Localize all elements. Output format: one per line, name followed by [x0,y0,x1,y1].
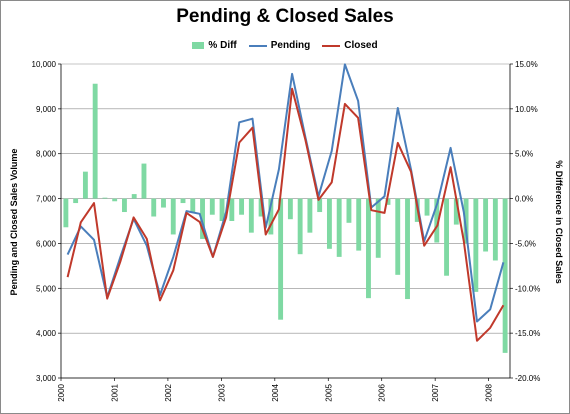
bar-diff [151,198,157,217]
bar-diff [287,198,293,220]
x-tick-label: 2004 [271,383,280,401]
bar-diff [492,198,498,261]
bar-diff [209,198,215,215]
bar-diff [112,198,118,202]
legend-item-closed: Closed [322,40,378,51]
bar-diff [434,198,440,243]
bar-diff [63,198,69,228]
bar-diff [463,198,469,244]
y-tick-label-right: 5.0% [515,150,533,159]
line-closed [66,87,505,342]
legend-item-diff: % Diff [192,40,237,51]
x-tick-label: 2005 [324,383,333,401]
bar-diff [395,198,401,275]
bar-diff [336,198,342,257]
y-tick-label-right: 15.0% [515,60,538,69]
legend-swatch-closed [322,44,341,47]
bar-diff [473,198,479,292]
x-tick-label: 2000 [57,383,66,401]
bar-diff [161,198,166,208]
bar-diff [405,198,410,300]
bar-diff [346,198,352,223]
y-tick-label-left: 7,000 [36,195,57,204]
y-tick-label-right: -15.0% [515,329,540,338]
bar-diff [278,198,284,320]
y-axis-title-left: Pending and Closed Sales Volume [9,149,19,296]
bar-diff [92,83,98,199]
bar-diff [219,198,225,221]
bar-diff [190,198,196,213]
line-series [66,63,505,342]
bar-diff [317,198,323,213]
legend-swatch-diff [192,42,205,49]
line-pending [66,63,505,323]
y-axis-title-right: % Difference in Closed Sales [554,160,564,284]
bar-diff [248,198,254,233]
bar-diff [483,198,489,252]
bar-diff [297,198,303,255]
bar-diff [356,198,362,251]
bar-diff [307,198,313,233]
bar-series-diff [63,83,508,353]
bar-diff [122,198,127,213]
y-tick-label-left: 8,000 [36,150,57,159]
y-tick-label-right: 0.0% [515,195,533,204]
bar-diff [131,194,137,199]
bar-diff [102,197,108,199]
y-tick-label-left: 10,000 [32,60,57,69]
bar-diff [180,198,186,204]
legend-label-diff: % Diff [208,40,237,51]
x-tick-label: 2006 [378,383,387,401]
x-tick-label: 2002 [164,383,173,401]
bar-diff [502,198,508,353]
legend-label-pending: Pending [270,40,311,51]
chart-title: Pending & Closed Sales [176,6,394,27]
x-tick-label: 2003 [217,383,226,401]
bar-diff [141,163,147,199]
y-tick-label-left: 5,000 [36,284,57,293]
axes: 3,000 4,000 5,000 6,000 7,000 8,000 9,000 10,00… [32,60,541,402]
legend-swatch-pending [248,44,267,47]
y-tick-label-right: -5.0% [515,239,536,248]
bar-diff [229,198,235,221]
bar-diff [239,198,245,215]
y-tick-label-left: 9,000 [36,105,57,114]
y-tick-label-right: 10.0% [515,105,538,114]
bar-diff [268,198,274,235]
bar-diff [73,198,79,204]
bar-diff [82,171,88,199]
y-tick-label-left: 6,000 [36,239,57,248]
bar-diff [170,198,176,235]
y-tick-label-right: -20.0% [515,374,540,383]
bar-diff [258,198,264,217]
y-tick-label-right: -10.0% [515,284,540,293]
legend-label-closed: Closed [344,40,378,51]
bar-diff [385,198,391,205]
bar-diff [453,198,459,225]
bar-diff [375,198,381,258]
x-tick-label: 2008 [485,383,494,401]
bar-diff [200,198,205,239]
gridlines [61,63,510,379]
chart-legend: % Diff Pending Closed [0,40,570,51]
x-tick-label: 2007 [431,383,440,401]
y-tick-label-left: 4,000 [36,329,57,338]
legend-item-pending: Pending [248,40,311,51]
bar-diff [366,198,371,299]
bar-diff [326,198,332,249]
x-tick-label: 2001 [110,383,119,401]
bar-diff [424,198,430,216]
y-tick-label-left: 3,000 [36,374,57,383]
bar-diff [444,198,449,276]
